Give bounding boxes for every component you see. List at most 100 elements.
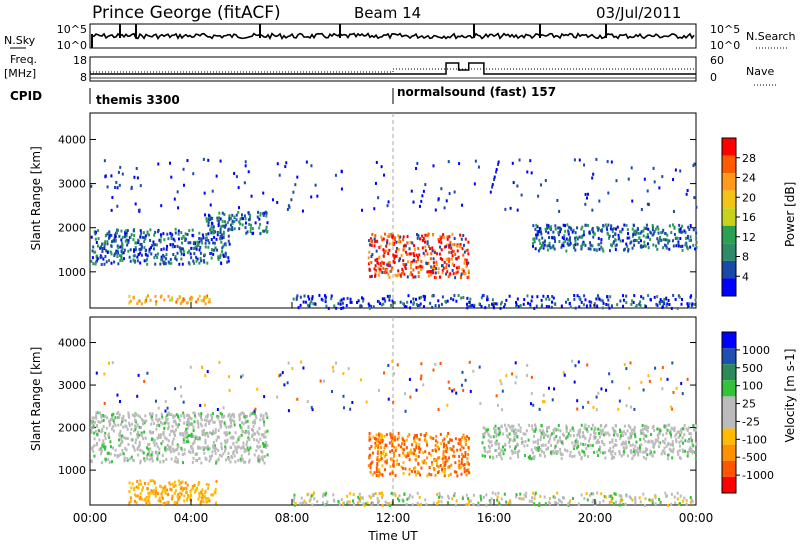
data-cell: [684, 231, 687, 235]
data-cell: [518, 496, 521, 500]
data-cell: [175, 413, 178, 417]
data-cell: [514, 381, 517, 385]
data-cell: [658, 300, 661, 304]
data-cell: [370, 244, 373, 248]
data-cell: [243, 450, 246, 454]
data-cell: [660, 452, 663, 456]
data-cell: [452, 249, 455, 253]
power-colorbar-tick-label: 24: [742, 172, 756, 185]
data-cell: [633, 425, 636, 429]
data-cell: [571, 441, 574, 445]
data-cell: [497, 433, 500, 437]
data-cell: [573, 447, 576, 451]
data-cell: [302, 300, 305, 304]
data-cell: [439, 494, 442, 498]
data-cell: [368, 435, 371, 439]
data-cell: [604, 223, 607, 227]
data-cell: [134, 202, 137, 206]
data-cell: [627, 436, 630, 440]
data-cell: [188, 262, 191, 266]
data-cell: [99, 256, 102, 260]
data-cell: [140, 242, 143, 246]
data-cell: [393, 451, 396, 455]
data-cell: [678, 228, 681, 232]
data-cell: [654, 244, 657, 248]
data-cell: [682, 450, 685, 454]
data-cell: [645, 223, 648, 227]
data-cell: [93, 230, 96, 234]
data-cell: [126, 243, 129, 247]
data-cell: [397, 443, 400, 447]
data-cell: [496, 302, 499, 306]
data-cell: [374, 446, 377, 450]
data-cell: [224, 225, 227, 229]
data-cell: [402, 471, 405, 475]
data-cell: [403, 439, 406, 443]
data-cell: [465, 263, 468, 267]
data-cell: [654, 438, 657, 442]
data-cell: [536, 225, 539, 229]
data-cell: [192, 425, 195, 429]
data-cell: [499, 454, 502, 458]
data-cell: [543, 431, 546, 435]
data-cell: [567, 232, 570, 236]
data-cell: [219, 421, 222, 425]
data-cell: [481, 454, 484, 458]
data-cell: [170, 450, 173, 454]
data-cell: [148, 454, 151, 458]
data-cell: [409, 300, 412, 304]
data-cell: [381, 238, 384, 242]
data-cell: [448, 386, 451, 390]
data-cell: [647, 235, 650, 239]
data-cell: [560, 452, 563, 456]
data-cell: [145, 258, 148, 262]
data-cell: [543, 400, 546, 404]
data-cell: [214, 230, 217, 234]
data-cell: [117, 423, 120, 427]
data-cell: [452, 445, 455, 449]
data-cell: [589, 433, 592, 437]
data-cell: [219, 425, 222, 429]
data-cell: [197, 445, 200, 449]
data-cell: [174, 414, 177, 418]
data-cell: [493, 175, 496, 179]
data-cell: [133, 448, 136, 452]
data-cell: [392, 234, 395, 238]
data-cell: [125, 448, 128, 452]
data-cell: [198, 240, 201, 244]
data-cell: [485, 428, 488, 432]
data-cell: [186, 418, 189, 422]
data-cell: [189, 490, 192, 494]
data-cell: [375, 467, 378, 471]
data-cell: [183, 487, 186, 491]
data-cell: [695, 231, 698, 235]
data-cell: [135, 501, 138, 505]
data-cell: [542, 400, 545, 404]
data-cell: [418, 437, 421, 441]
data-cell: [195, 458, 198, 462]
data-cell: [216, 218, 219, 222]
data-cell: [676, 236, 679, 240]
data-cell: [600, 229, 603, 233]
data-cell: [589, 241, 592, 245]
data-cell: [415, 166, 418, 170]
data-cell: [384, 232, 387, 236]
data-cell: [420, 374, 423, 378]
data-cell: [154, 302, 157, 306]
data-cell: [265, 228, 268, 232]
data-cell: [222, 235, 225, 239]
data-cell: [451, 268, 454, 272]
data-cell: [398, 453, 401, 457]
data-cell: [574, 243, 577, 247]
data-cell: [383, 371, 386, 375]
data-cell: [112, 419, 115, 423]
data-cell: [686, 377, 689, 381]
data-cell: [235, 218, 238, 222]
data-cell: [645, 434, 648, 438]
data-cell: [621, 431, 624, 435]
data-cell: [586, 498, 589, 502]
data-cell: [121, 243, 124, 247]
data-cell: [545, 428, 548, 432]
data-cell: [620, 454, 623, 458]
data-cell: [454, 503, 457, 507]
